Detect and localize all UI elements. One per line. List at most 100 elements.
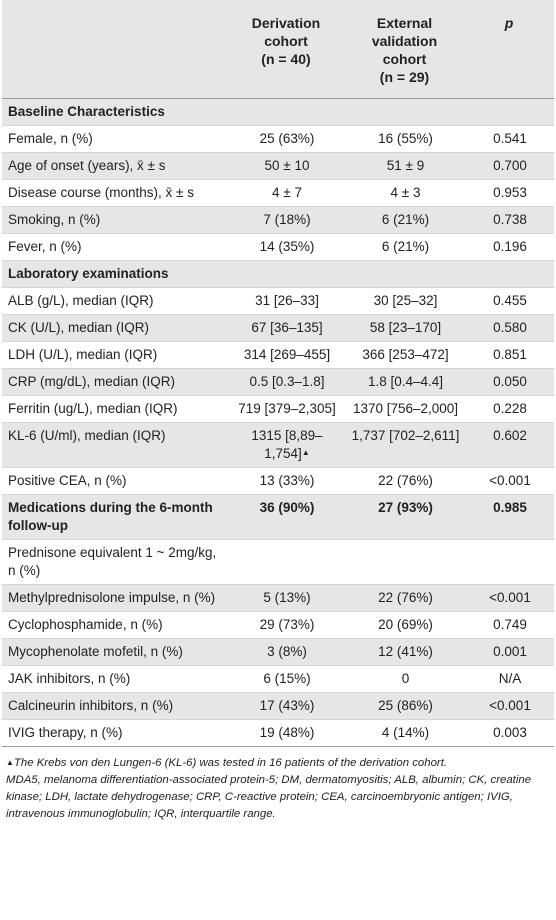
p-value-text: 0.700	[493, 158, 527, 173]
table-row: IVIG therapy, n (%) 19 (48%) 4 (14%) 0.003	[2, 719, 554, 747]
derivation-value-text: 17 (43%)	[259, 698, 315, 713]
p-value-text: 0.541	[493, 131, 527, 146]
row-label: Mycophenolate mofetil, n (%)	[2, 638, 227, 666]
derivation-value: 6 (15%)	[227, 665, 345, 693]
p-value	[464, 539, 554, 585]
header-validation-line1: External	[376, 15, 433, 31]
validation-value: 25 (86%)	[345, 692, 464, 720]
validation-value-text: 20 (69%)	[378, 617, 433, 632]
derivation-value	[227, 260, 345, 288]
derivation-value-text: 31 [26–33]	[255, 293, 319, 308]
table-row: Age of onset (years), x̄ ± s 50 ± 10 51 ± …	[2, 152, 554, 180]
validation-value-text: 22 (76%)	[378, 473, 433, 488]
validation-value: 1,737 [702–2,611]	[345, 422, 464, 468]
derivation-value-text: 5 (13%)	[263, 590, 311, 605]
row-label: CRP (mg/dL), median (IQR)	[2, 368, 227, 396]
header-derivation-line3: (n = 40)	[261, 51, 311, 67]
derivation-value-text: 13 (33%)	[259, 473, 315, 488]
validation-value-text: 22 (76%)	[378, 590, 433, 605]
header-derivation-line1: Derivation	[251, 15, 321, 31]
header-derivation-cohort: Derivation cohort (n = 40)	[227, 0, 345, 99]
validation-value-text: 12 (41%)	[378, 644, 433, 659]
derivation-value	[227, 98, 345, 126]
derivation-value: 25 (63%)	[227, 125, 345, 153]
table-row: Ferritin (ug/L), median (IQR) 719 [379–2,…	[2, 395, 554, 423]
p-value: 0.003	[464, 719, 554, 747]
p-value: <0.001	[464, 692, 554, 720]
derivation-value: 13 (33%)	[227, 467, 345, 495]
header-external-validation-cohort: External validation cohort (n = 29)	[345, 0, 464, 99]
row-label: Fever, n (%)	[2, 233, 227, 261]
p-value-text: 0.953	[493, 185, 527, 200]
derivation-value-text: 29 (73%)	[259, 617, 315, 632]
table-row: Smoking, n (%) 7 (18%) 6 (21%) 0.738	[2, 206, 554, 234]
row-label: Cyclophosphamide, n (%)	[2, 611, 227, 639]
section-row: Medications during the 6-month follow-up…	[2, 494, 554, 540]
p-value	[464, 98, 554, 126]
derivation-value: 31 [26–33]	[227, 287, 345, 315]
row-label: Baseline Characteristics	[2, 98, 227, 126]
derivation-value-text: 3 (8%)	[267, 644, 307, 659]
p-value: 0.580	[464, 314, 554, 342]
validation-value: 22 (76%)	[345, 584, 464, 612]
p-value-text: 0.749	[493, 617, 527, 632]
validation-value: 22 (76%)	[345, 467, 464, 495]
table-row: Fever, n (%) 14 (35%) 6 (21%) 0.196	[2, 233, 554, 261]
validation-value-text: 30 [25–32]	[373, 293, 438, 308]
validation-value: 16 (55%)	[345, 125, 464, 153]
p-value-text: 0.851	[493, 347, 527, 362]
derivation-value	[227, 539, 345, 585]
derivation-value-text: 6 (15%)	[263, 671, 311, 686]
row-label: Age of onset (years), x̄ ± s	[2, 152, 227, 180]
p-value: N/A	[464, 665, 554, 693]
derivation-value: 314 [269–455]	[227, 341, 345, 369]
header-p-value: p	[464, 0, 554, 99]
footnote-abbreviations: MDA5, melanoma differentiation-associate…	[6, 774, 532, 820]
derivation-value: 29 (73%)	[227, 611, 345, 639]
footnote-kl6: ▲The Krebs von den Lungen-6 (KL-6) was t…	[6, 755, 550, 772]
derivation-value-text: 0.5 [0.3–1.8]	[249, 374, 325, 389]
validation-value: 58 [23–170]	[345, 314, 464, 342]
header-validation-line4: (n = 29)	[379, 69, 430, 85]
table-body: Baseline Characteristics Female, n (%) 25 …	[2, 98, 554, 747]
p-value: 0.985	[464, 494, 554, 540]
section-row: Laboratory examinations	[2, 260, 554, 288]
p-value: 0.738	[464, 206, 554, 234]
row-label: ALB (g/L), median (IQR)	[2, 287, 227, 315]
derivation-value-text: 719 [379–2,305]	[238, 401, 336, 416]
derivation-value-text: 7 (18%)	[263, 212, 311, 227]
table-footnote: ▲The Krebs von den Lungen-6 (KL-6) was t…	[0, 747, 556, 823]
row-label: Laboratory examinations	[2, 260, 227, 288]
p-value	[464, 260, 554, 288]
derivation-value: 719 [379–2,305]	[227, 395, 345, 423]
derivation-value: 50 ± 10	[227, 152, 345, 180]
validation-value: 1370 [756–2,000]	[345, 395, 464, 423]
table-row: CK (U/L), median (IQR) 67 [36–135] 58 [23–…	[2, 314, 554, 342]
derivation-value-text: 314 [269–455]	[243, 347, 331, 362]
p-value: 0.749	[464, 611, 554, 639]
validation-value: 366 [253–472]	[345, 341, 464, 369]
p-value: 0.602	[464, 422, 554, 468]
p-value: <0.001	[464, 584, 554, 612]
derivation-value: 67 [36–135]	[227, 314, 345, 342]
validation-value-text: 6 (21%)	[381, 239, 430, 254]
table-row: JAK inhibitors, n (%) 6 (15%) 0 N/A	[2, 665, 554, 693]
p-value: 0.851	[464, 341, 554, 369]
validation-value: 27 (93%)	[345, 494, 464, 540]
p-value-text: <0.001	[489, 473, 531, 488]
row-label: Calcineurin inhibitors, n (%)	[2, 692, 227, 720]
p-value-text: 0.196	[493, 239, 527, 254]
table-row: Methylprednisolone impulse, n (%) 5 (13%)…	[2, 584, 554, 612]
p-value-text: 0.738	[493, 212, 527, 227]
validation-value: 6 (21%)	[345, 206, 464, 234]
header-label-column	[2, 0, 227, 99]
derivation-value: 17 (43%)	[227, 692, 345, 720]
derivation-value-text: 36 (90%)	[259, 500, 315, 515]
derivation-value: 19 (48%)	[227, 719, 345, 747]
p-value-text: N/A	[498, 671, 522, 686]
table-row: KL-6 (U/ml), median (IQR) 1315 [8,89–1,75…	[2, 422, 554, 468]
derivation-value: 5 (13%)	[227, 584, 345, 612]
validation-value-text: 51 ± 9	[386, 158, 425, 173]
p-value-text: 0.455	[493, 293, 527, 308]
